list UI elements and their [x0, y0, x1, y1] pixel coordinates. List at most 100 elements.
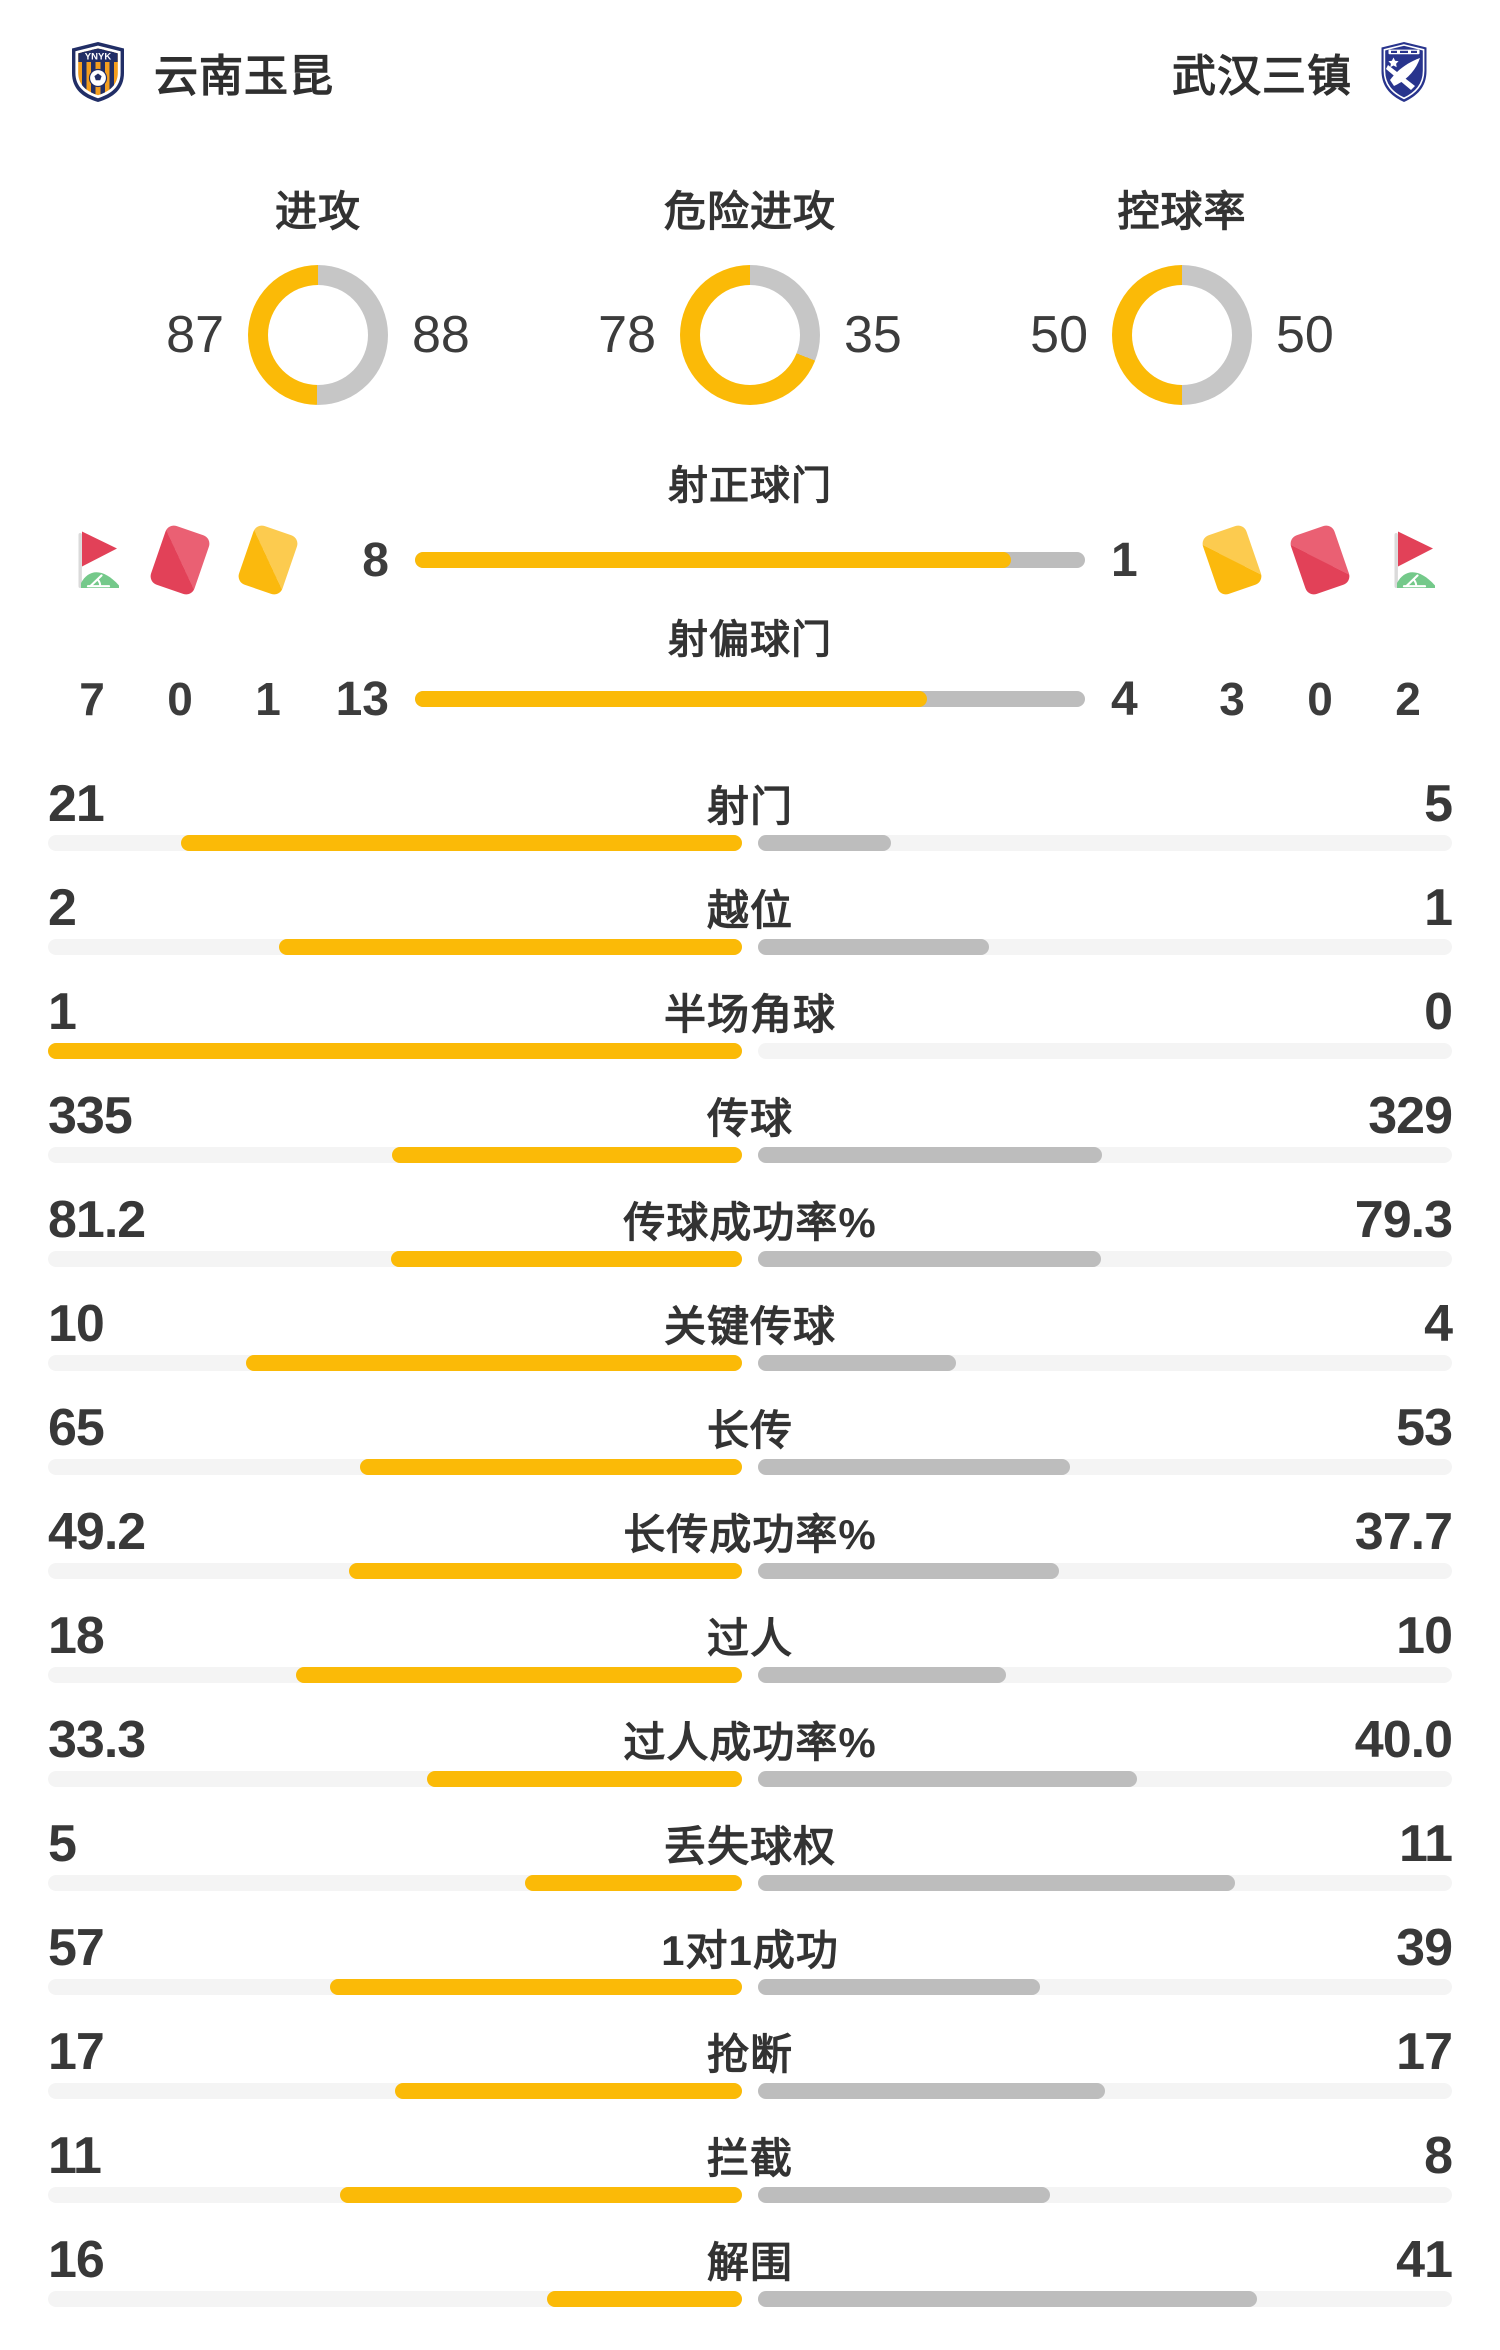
- stat-label: 丢失球权: [663, 1823, 836, 1870]
- stat-row-2: 1 半场角球 0: [0, 981, 1500, 1059]
- stat-line: 5 丢失球权 11: [0, 1813, 1500, 1873]
- donut-group-2: 控球率 50 50: [1024, 178, 1340, 405]
- shot-away-value: 1: [1111, 533, 1138, 587]
- stat-label: 越位: [706, 887, 793, 934]
- stat-away-value: 0: [1424, 982, 1453, 1041]
- donut-chart: [248, 265, 388, 405]
- stat-row-4: 81.2 传球成功率% 79.3: [0, 1189, 1500, 1267]
- stat-bar-away-fill: [758, 2187, 1051, 2203]
- stat-bar-home-track: [48, 1667, 742, 1683]
- corner-flag-icon: [78, 531, 119, 588]
- stat-bar-home-fill: [279, 939, 742, 955]
- away-team-logo: [1381, 42, 1427, 102]
- stat-away-value: 5: [1424, 774, 1453, 833]
- shot-row-title: 射正球门: [668, 464, 832, 508]
- stat-bar-home-fill: [48, 1043, 742, 1059]
- stat-bar-home-track: [48, 2291, 742, 2307]
- stat-line: 21 射门 5: [0, 773, 1500, 833]
- stat-bar-home-track: [48, 1875, 742, 1891]
- stat-bar-away-track: [758, 1979, 1452, 1995]
- stat-bar-away-track: [758, 1771, 1452, 1787]
- stat-line: 57 1对1成功 39: [0, 1917, 1500, 1977]
- stat-bar-home-track: [48, 2187, 742, 2203]
- stat-line: 1 半场角球 0: [0, 981, 1500, 1041]
- stat-line: 33.3 过人成功率% 40.0: [0, 1709, 1500, 1769]
- stat-bar-home-track: [48, 835, 742, 851]
- stat-bar-away-track: [758, 1043, 1452, 1059]
- stat-bar-home-fill: [246, 1355, 742, 1371]
- corner-flag-cell: [48, 517, 136, 603]
- stat-line: 81.2 传球成功率% 79.3: [0, 1189, 1500, 1249]
- home-yellow-card-count: 1: [255, 673, 281, 725]
- yellow-card-cell: [224, 517, 312, 603]
- red-card-icon: [148, 523, 212, 597]
- stat-bar-home-fill: [329, 1979, 742, 1995]
- shot-bar-home-fill: [415, 691, 928, 707]
- donut-row: 50 50: [1024, 265, 1340, 405]
- stat-home-value: 18: [48, 1606, 105, 1665]
- stat-bar-away-fill: [758, 1147, 1102, 1163]
- stat-away-value: 10: [1396, 1606, 1453, 1665]
- stat-bar-home-fill: [525, 1875, 742, 1891]
- donut-home-value: 87: [166, 306, 224, 364]
- stat-bar-away-track: [758, 2083, 1452, 2099]
- stat-home-value: 81.2: [48, 1190, 146, 1249]
- stat-bar-home-fill: [349, 1563, 742, 1579]
- stat-bars: [0, 2083, 1500, 2099]
- stat-row-12: 17 抢断 17: [0, 2021, 1500, 2099]
- stat-bar-home-track: [48, 2083, 742, 2099]
- stat-row-6: 65 长传 53: [0, 1397, 1500, 1475]
- stat-bar-away-fill: [758, 1771, 1137, 1787]
- stat-bar-away-fill: [758, 2291, 1258, 2307]
- stat-row-5: 10 关键传球 4: [0, 1293, 1500, 1371]
- donut-hole: [1132, 285, 1232, 385]
- red-card-cell: [136, 517, 224, 603]
- corner-flag-icon: [1394, 531, 1435, 588]
- corner-flag-cell: [1364, 517, 1452, 603]
- stat-bar-home-track: [48, 1251, 742, 1267]
- home-corner-flag-count: 7: [79, 673, 105, 725]
- stat-row-7: 49.2 长传成功率% 37.7: [0, 1501, 1500, 1579]
- stat-bar-home-track: [48, 1355, 742, 1371]
- donut-hole: [268, 285, 368, 385]
- stat-bars: [0, 1147, 1500, 1163]
- stat-bars: [0, 2291, 1500, 2307]
- stat-bar-home-fill: [340, 2187, 742, 2203]
- stat-bar-away-track: [758, 835, 1452, 851]
- stat-bars: [0, 1667, 1500, 1683]
- stat-line: 18 过人 10: [0, 1605, 1500, 1665]
- stat-label: 1对1成功: [661, 1927, 839, 1974]
- stat-row-10: 5 丢失球权 11: [0, 1813, 1500, 1891]
- stats-list: 21 射门 5 2 越位 1 1 半场角球 0 335 传球 329 81.2 传球成功率% 79.3 10 关…: [0, 773, 1500, 2307]
- stat-away-value: 53: [1396, 1398, 1453, 1457]
- shot-home-value: 8: [362, 533, 389, 587]
- donut-home-value: 78: [598, 306, 656, 364]
- stat-home-value: 335: [48, 1086, 133, 1145]
- donut-away-value: 50: [1276, 306, 1334, 364]
- stat-home-value: 5: [48, 1814, 77, 1873]
- stat-row-9: 33.3 过人成功率% 40.0: [0, 1709, 1500, 1787]
- donut-group-1: 危险进攻 78 35: [592, 178, 908, 405]
- donut-home-value: 50: [1030, 306, 1088, 364]
- shots-section: 射正球门 8 1 射偏球门 7 0 1 13 4 3 0 2: [0, 453, 1500, 731]
- stat-bars: [0, 1563, 1500, 1579]
- stat-home-value: 1: [48, 982, 77, 1041]
- stat-row-0: 21 射门 5: [0, 773, 1500, 851]
- yellow-card-cell: [1188, 517, 1276, 603]
- stat-bar-home-track: [48, 1147, 742, 1163]
- stat-bar-away-track: [758, 1251, 1452, 1267]
- stat-label: 拦截: [706, 2135, 793, 2182]
- home-red-card-count: 0: [167, 673, 193, 725]
- stat-away-value: 40.0: [1354, 1710, 1453, 1769]
- stat-home-value: 57: [48, 1918, 105, 1977]
- stat-label: 长传: [706, 1407, 793, 1454]
- stat-bar-home-fill: [547, 2291, 742, 2307]
- stat-bar-home-track: [48, 1459, 742, 1475]
- stat-home-value: 10: [48, 1294, 105, 1353]
- yellow-card-icon: [236, 523, 300, 597]
- shot-bar: [415, 691, 1085, 707]
- stat-bars: [0, 1875, 1500, 1891]
- away-team-name: 武汉三镇: [1172, 52, 1352, 101]
